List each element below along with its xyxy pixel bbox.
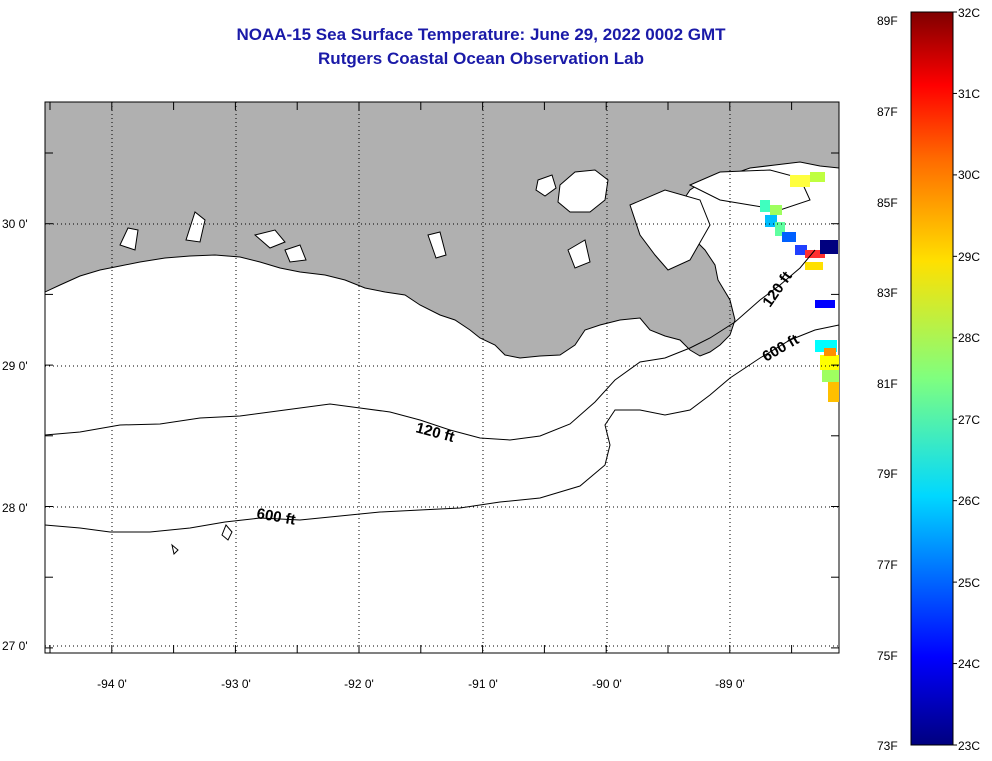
lat-label: 30 0': [2, 217, 28, 231]
lon-label: -94 0': [97, 677, 127, 691]
colorbar-c-label: 29C: [958, 250, 980, 264]
lon-label: -91 0': [468, 677, 498, 691]
contour-detail: [171, 543, 179, 555]
colorbar-f-label: 81F: [877, 377, 898, 391]
colorbar-f-label: 73F: [877, 739, 898, 753]
colorbar-c-label: 32C: [958, 6, 980, 20]
lat-label: 29 0': [2, 359, 28, 373]
map-subtitle: Rutgers Coastal Ocean Observation Lab: [318, 49, 644, 68]
contour-detail: [221, 524, 233, 541]
colorbar-c-label: 24C: [958, 657, 980, 671]
lake: [567, 239, 591, 269]
colorbar-c-label: 31C: [958, 87, 980, 101]
colorbar-f-label: 89F: [877, 14, 898, 28]
colorbar-c-label: 26C: [958, 494, 980, 508]
colorbar-c-label: 25C: [958, 576, 980, 590]
colorbar: [910, 11, 954, 746]
colorbar-c-label: 28C: [958, 331, 980, 345]
lon-label: -92 0': [344, 677, 374, 691]
colorbar-f-label: 83F: [877, 286, 898, 300]
lon-label: -89 0': [715, 677, 745, 691]
colorbar-ticks: [953, 11, 957, 746]
lake: [557, 169, 609, 213]
lat-label: 27 0': [2, 639, 28, 653]
lon-label: -90 0': [592, 677, 622, 691]
lon-label: -93 0': [221, 677, 251, 691]
lake: [119, 227, 139, 251]
colorbar-f-label: 85F: [877, 196, 898, 210]
sst-data-pixels: [760, 172, 839, 402]
colorbar-c-label: 27C: [958, 413, 980, 427]
colorbar-f-label: 77F: [877, 558, 898, 572]
lake: [284, 244, 307, 263]
lat-label: 28 0': [2, 501, 28, 515]
contour-label: 600 ft: [255, 505, 297, 529]
lake: [535, 174, 557, 197]
colorbar-f-label: 75F: [877, 649, 898, 663]
colorbar-f-label: 79F: [877, 467, 898, 481]
lake: [629, 189, 711, 271]
colorbar-c-label: 23C: [958, 739, 980, 753]
colorbar-f-label: 87F: [877, 105, 898, 119]
lake: [427, 231, 447, 259]
colorbar-c-label: 30C: [958, 168, 980, 182]
graticule: [45, 102, 839, 653]
lake: [185, 211, 206, 243]
map-title: NOAA-15 Sea Surface Temperature: June 29…: [236, 25, 726, 44]
contour-120ft-west: [44, 249, 816, 441]
lake: [688, 169, 811, 211]
lake: [253, 229, 286, 249]
contour-600ft: [44, 324, 840, 533]
